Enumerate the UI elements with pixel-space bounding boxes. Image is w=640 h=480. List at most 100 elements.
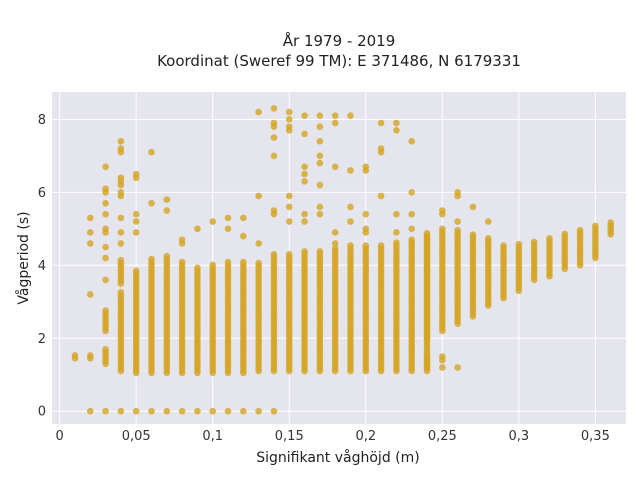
data-point <box>285 116 293 123</box>
data-point <box>592 222 599 230</box>
data-point <box>285 203 293 211</box>
data-point <box>117 214 125 222</box>
y-tick-label: 0 <box>38 405 46 420</box>
data-point <box>117 137 125 145</box>
data-point <box>209 218 217 225</box>
data-point <box>117 174 125 182</box>
data-point <box>393 210 400 218</box>
data-point <box>163 196 171 203</box>
data-point <box>86 352 94 359</box>
data-point <box>316 248 324 255</box>
data-point <box>240 407 247 415</box>
data-point <box>393 127 400 134</box>
data-point <box>209 261 217 269</box>
data-point <box>454 189 461 196</box>
data-point <box>393 229 400 236</box>
data-point <box>377 192 385 200</box>
data-point <box>469 203 477 211</box>
data-point <box>301 210 308 218</box>
x-tick-label: 0,2 <box>355 429 376 444</box>
data-point <box>408 137 416 145</box>
data-point <box>178 407 186 415</box>
data-point <box>408 210 416 218</box>
data-point <box>439 356 446 364</box>
data-point <box>86 240 94 247</box>
data-point <box>102 276 109 284</box>
data-point <box>331 119 339 127</box>
x-tick-label: 0,15 <box>275 429 304 444</box>
x-tick-label: 0,1 <box>202 429 223 444</box>
data-point <box>117 229 125 236</box>
y-tick-label: 4 <box>38 259 46 274</box>
data-point <box>439 225 446 233</box>
data-point <box>393 119 400 127</box>
data-point <box>301 170 308 178</box>
data-point <box>86 214 94 222</box>
data-point <box>163 207 171 214</box>
data-point <box>484 235 492 242</box>
data-point <box>316 123 324 130</box>
data-point <box>209 407 217 415</box>
data-point <box>132 229 140 236</box>
data-point <box>270 407 278 415</box>
data-point <box>117 288 125 296</box>
data-point <box>255 240 262 247</box>
data-point <box>270 207 278 214</box>
data-point <box>102 345 109 353</box>
data-point <box>255 192 262 200</box>
data-point <box>285 192 293 200</box>
data-point <box>347 112 354 120</box>
data-point <box>255 108 262 116</box>
data-point <box>255 259 262 267</box>
data-point <box>316 181 324 189</box>
data-point <box>102 243 109 251</box>
data-point <box>132 170 140 178</box>
data-point <box>148 407 155 415</box>
data-point <box>102 185 109 192</box>
data-point <box>102 307 109 314</box>
data-point <box>362 229 370 236</box>
data-point <box>285 218 293 225</box>
x-tick-label: 0,35 <box>581 429 610 444</box>
data-point <box>270 152 278 160</box>
data-point <box>86 407 94 415</box>
data-point <box>270 119 278 127</box>
plot-area <box>52 92 626 424</box>
x-tick-label: 0,3 <box>509 429 530 444</box>
data-point <box>393 239 400 246</box>
x-tick-label: 0 <box>56 429 64 444</box>
data-point <box>347 203 354 211</box>
data-point <box>163 407 171 415</box>
chart-title-line2: Koordinat (Sweref 99 TM): E 371486, N 61… <box>157 52 521 70</box>
data-point <box>500 242 507 249</box>
data-point <box>148 255 155 263</box>
data-point <box>102 407 109 415</box>
data-point <box>576 226 584 234</box>
data-point <box>454 226 461 234</box>
data-point <box>194 225 201 233</box>
y-tick-label: 6 <box>38 186 46 201</box>
data-point <box>102 225 109 233</box>
data-point <box>316 112 324 120</box>
x-axis-title: Signifikant våghöjd (m) <box>256 449 419 466</box>
chart-title-line1: År 1979 - 2019 <box>283 31 396 50</box>
data-point <box>316 210 324 218</box>
data-point <box>86 229 94 236</box>
data-point <box>423 229 431 237</box>
data-point <box>377 242 385 249</box>
data-point <box>148 199 155 207</box>
data-point <box>561 230 569 238</box>
data-point <box>331 240 339 247</box>
data-point <box>331 163 339 171</box>
data-point <box>285 108 293 116</box>
data-point <box>117 189 125 196</box>
data-point <box>117 145 125 152</box>
data-point <box>102 210 109 218</box>
y-tick-labels: 0 2 4 6 8 <box>38 113 46 420</box>
data-point <box>362 210 370 218</box>
data-point <box>331 112 339 120</box>
data-point <box>270 251 278 258</box>
data-point <box>102 199 109 207</box>
data-point <box>224 225 232 233</box>
